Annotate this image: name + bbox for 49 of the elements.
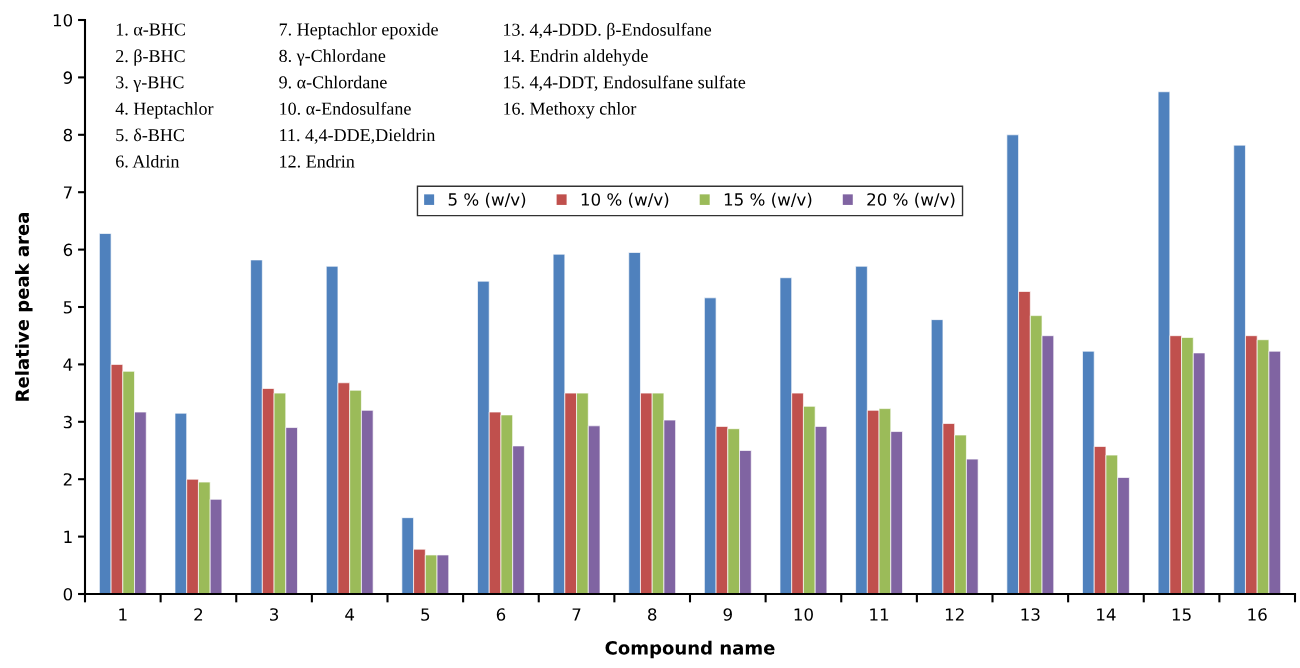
legend-label: 10 % (w/v) (581, 192, 669, 208)
y-tick-label: 5 (63, 301, 72, 314)
x-axis-title: Compound name (605, 640, 775, 659)
legend-label: 15 % (w/v) (724, 192, 812, 208)
x-tick-label: 10 (794, 608, 813, 621)
x-tick-label: 4 (345, 608, 355, 621)
legend-label: 5 % (w/v) (448, 192, 526, 208)
x-tick-label: 3 (270, 608, 279, 621)
x-tick-label: 14 (1097, 608, 1116, 621)
x-tick-label: 2 (194, 608, 203, 621)
annotation: 7. Heptachlor epoxide (279, 22, 438, 40)
annotation: 2. β-BHC (116, 49, 185, 66)
y-tick-label: 2 (63, 473, 72, 486)
legend-label: 20 % (w/v) (867, 192, 955, 208)
annotation: 4. Heptachlor (115, 102, 214, 119)
x-tick-label: 9 (723, 608, 732, 621)
annotation: 9. α-Chlordane (279, 75, 387, 89)
y-axis-title: Relative peak area (15, 213, 33, 401)
annotation: 5. δ-BHC (116, 128, 184, 142)
x-tick-label: 11 (870, 608, 889, 621)
y-tick-label: 1 (64, 530, 72, 543)
annotation: 10. α-Endosulfane (280, 101, 411, 115)
x-tick-label: 12 (945, 608, 964, 621)
y-tick-label: 6 (63, 243, 73, 257)
annotation: 14. Endrin aldehyde (504, 49, 648, 66)
annotation: 15. 4,4-DDT, Endosulfane sulfate (504, 75, 746, 91)
x-tick-label: 6 (496, 608, 506, 621)
x-tick-label: 16 (1248, 608, 1267, 621)
annotation: 8. γ-Chlordane (279, 49, 386, 66)
y-tick-label: 10 (53, 13, 73, 27)
y-tick-label: 3 (63, 415, 72, 429)
x-tick-label: 8 (648, 608, 657, 621)
y-tick-label: 7 (63, 186, 72, 199)
y-tick-label: 8 (63, 128, 73, 142)
x-tick-label: 7 (572, 608, 581, 621)
annotation: 11. 4,4-DDE,Dieldrin (280, 128, 436, 144)
annotation: 12. Endrin (280, 154, 355, 168)
x-tick-label: 1 (119, 608, 127, 621)
y-tick-label: 4 (63, 358, 73, 371)
annotation: 16. Methoxy chlor (504, 102, 637, 119)
annotation: 1. α-BHC (116, 23, 185, 36)
x-tick-label: 15 (1172, 608, 1191, 621)
y-tick-label: 9 (63, 71, 73, 84)
x-tick-label: 13 (1021, 608, 1040, 621)
annotation: 3. γ-BHC (116, 76, 184, 93)
x-tick-label: 5 (421, 608, 430, 621)
annotation: 13. 4,4-DDD. β-Endosulfane (504, 22, 712, 40)
y-tick-label: 0 (63, 587, 73, 601)
annotation: 6. Aldrin (116, 154, 180, 168)
